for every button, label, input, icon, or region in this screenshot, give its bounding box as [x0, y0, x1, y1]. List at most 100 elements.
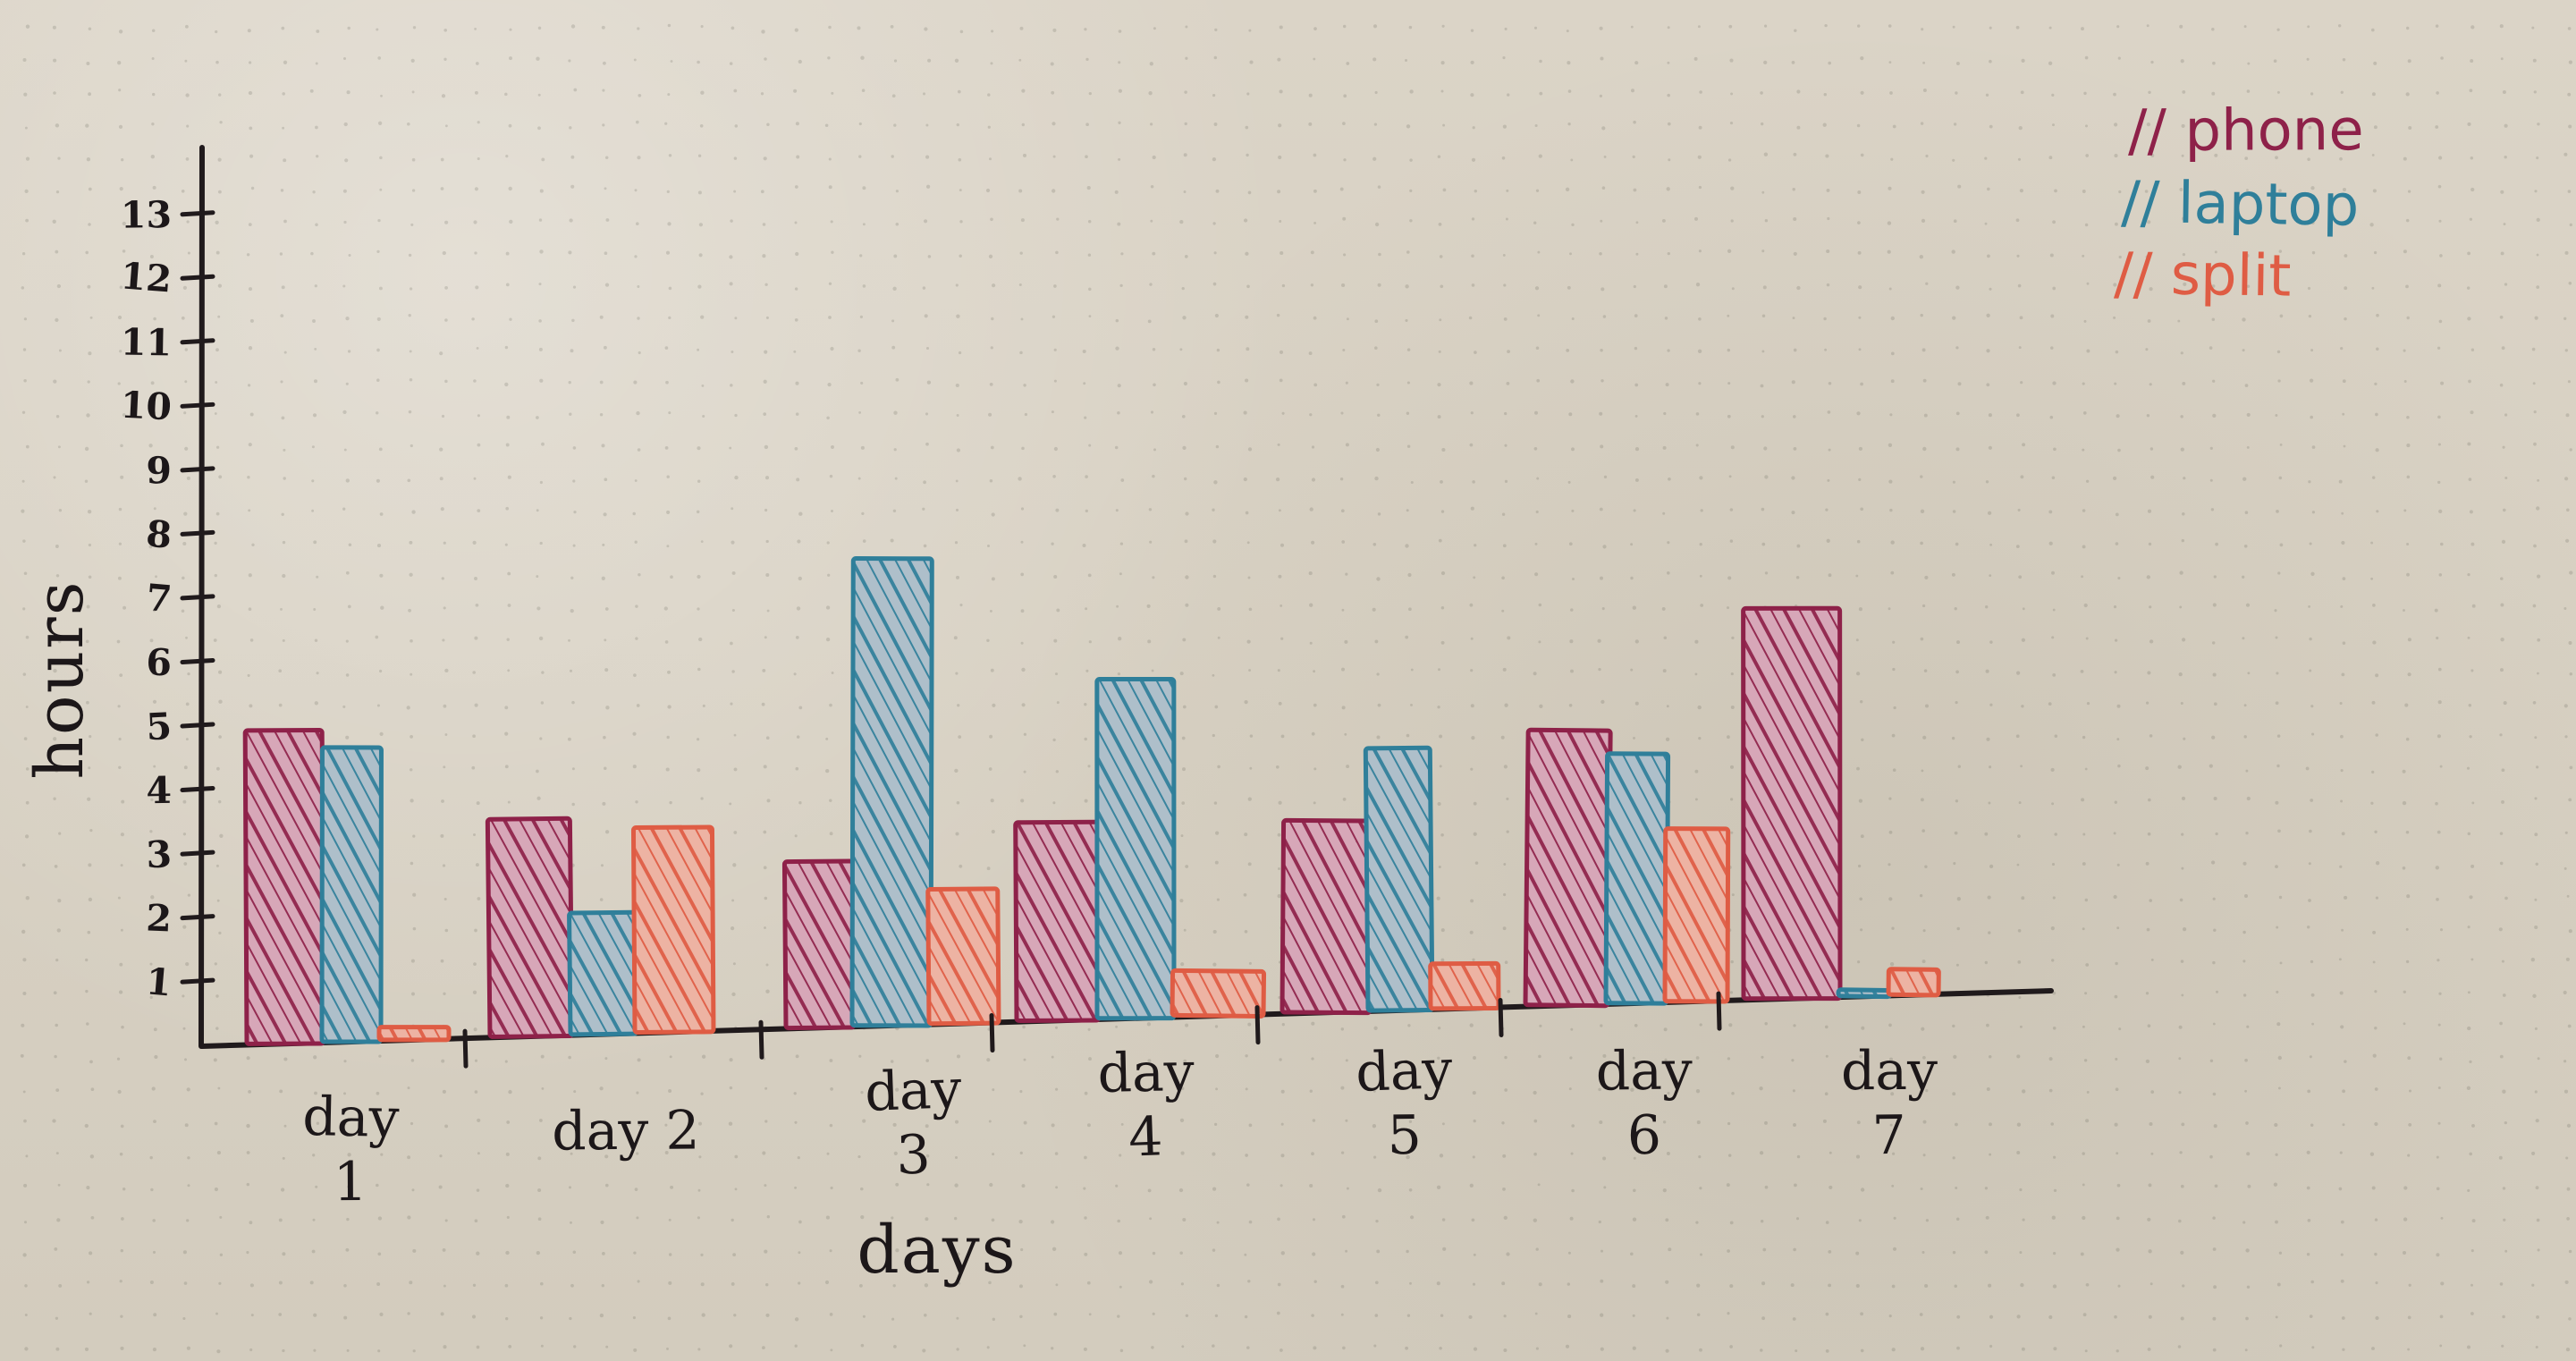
- paper-dot: [2117, 1284, 2121, 1288]
- paper-dot: [2369, 1152, 2375, 1156]
- paper-dot: [2370, 577, 2374, 580]
- paper-dot: [1345, 1059, 1348, 1062]
- paper-dot: [474, 1090, 478, 1094]
- paper-dot: [1183, 1059, 1187, 1063]
- paper-dot: [153, 317, 156, 321]
- paper-dot: [827, 382, 832, 387]
- paper-dot: [444, 286, 448, 290]
- paper-dot: [1824, 348, 1828, 351]
- paper-dot: [343, 220, 347, 224]
- paper-dot: [2530, 958, 2535, 962]
- paper-dot: [1667, 122, 1671, 126]
- x-axis-title: days: [857, 1212, 1017, 1289]
- paper-dot: [2048, 1057, 2053, 1061]
- paper-dot: [1214, 705, 1219, 709]
- paper-dot: [1698, 736, 1702, 740]
- paper-dot: [2183, 737, 2186, 740]
- paper-dot: [1372, 156, 1377, 161]
- paper-dot: [569, 412, 572, 416]
- paper-dot: [1469, 1183, 1474, 1188]
- paper-dot: [1630, 576, 1634, 580]
- paper-dot: [1924, 865, 1928, 868]
- paper-dot: [2501, 539, 2506, 545]
- paper-dot: [505, 155, 509, 158]
- paper-dot: [2016, 1122, 2022, 1127]
- paper-dot: [247, 29, 251, 33]
- paper-dot: [2437, 667, 2442, 672]
- paper-dot: [1275, 477, 1280, 482]
- paper-dot: [1600, 287, 1605, 292]
- paper-dot: [2374, 1026, 2378, 1030]
- paper-dot: [2532, 700, 2537, 705]
- paper-dot: [2501, 768, 2505, 773]
- paper-dot: [2052, 1284, 2057, 1289]
- paper-dot: [861, 89, 866, 92]
- paper-dot: [476, 346, 479, 350]
- paper-dot: [1567, 285, 1571, 290]
- paper-dot: [2468, 379, 2471, 384]
- paper-dot: [2242, 477, 2247, 481]
- paper-dot: [697, 1188, 701, 1192]
- paper-dot: [2471, 1123, 2475, 1128]
- paper-dot: [2567, 1024, 2572, 1028]
- paper-dot: [954, 58, 959, 63]
- paper-dot: [1955, 799, 1959, 803]
- paper-dot: [471, 1315, 477, 1319]
- paper-dot: [2048, 156, 2053, 160]
- paper-dot: [1952, 480, 1955, 484]
- paper-dot: [2211, 27, 2215, 31]
- paper-dot: [1083, 382, 1086, 385]
- paper-dot: [408, 410, 412, 414]
- paper-dot: [1602, 315, 1607, 318]
- paper-dot: [734, 475, 739, 480]
- paper-dot: [1694, 216, 1698, 221]
- paper-dot: [2499, 1021, 2503, 1026]
- paper-dot: [2244, 511, 2249, 514]
- paper-dot: [794, 221, 798, 224]
- paper-dot: [537, 1188, 542, 1192]
- paper-dot: [893, 1151, 898, 1155]
- paper-dot: [410, 639, 413, 643]
- paper-dot: [23, 378, 27, 383]
- x-axis-category-label-4: 4: [1128, 1105, 1164, 1169]
- paper-dot: [2535, 862, 2538, 866]
- paper-dot: [1248, 669, 1252, 672]
- paper-dot: [701, 1054, 706, 1059]
- paper-dot: [1373, 1344, 1377, 1348]
- paper-dot: [990, 445, 994, 450]
- paper-dot: [1984, 960, 1988, 965]
- paper-dot: [1635, 252, 1639, 256]
- paper-dot: [1179, 1118, 1185, 1123]
- paper-dot: [1861, 1026, 1865, 1030]
- paper-dot: [1600, 56, 1604, 61]
- paper-dot: [636, 704, 640, 707]
- paper-dot: [1212, 282, 1217, 286]
- paper-dot: [1922, 89, 1927, 92]
- paper-dot: [57, 445, 61, 449]
- paper-dot: [2504, 1249, 2508, 1253]
- paper-dot: [379, 731, 384, 737]
- paper-dot: [2309, 542, 2312, 545]
- paper-dot: [1987, 254, 1990, 258]
- paper-dot: [857, 26, 861, 30]
- paper-dot: [2051, 571, 2055, 575]
- paper-dot: [2537, 1248, 2540, 1252]
- paper-dot: [1342, 798, 1347, 801]
- paper-dot: [1537, 250, 1541, 254]
- paper-dot: [1311, 1021, 1315, 1026]
- paper-dot: [763, 830, 767, 834]
- paper-dot: [1956, 926, 1960, 931]
- paper-dot: [1051, 1055, 1054, 1059]
- paper-dot: [1569, 639, 1574, 644]
- paper-dot: [2183, 477, 2186, 480]
- paper-dot: [699, 123, 704, 128]
- paper-dot: [1535, 1347, 1539, 1350]
- paper-dot: [476, 1345, 480, 1349]
- paper-dot: [1052, 475, 1056, 478]
- paper-dot: [1280, 1184, 1283, 1188]
- paper-dot: [1988, 801, 1991, 805]
- paper-dot: [2338, 1187, 2343, 1191]
- paper-dot: [1440, 61, 1445, 65]
- paper-dot: [214, 573, 217, 578]
- paper-dot: [2145, 766, 2149, 771]
